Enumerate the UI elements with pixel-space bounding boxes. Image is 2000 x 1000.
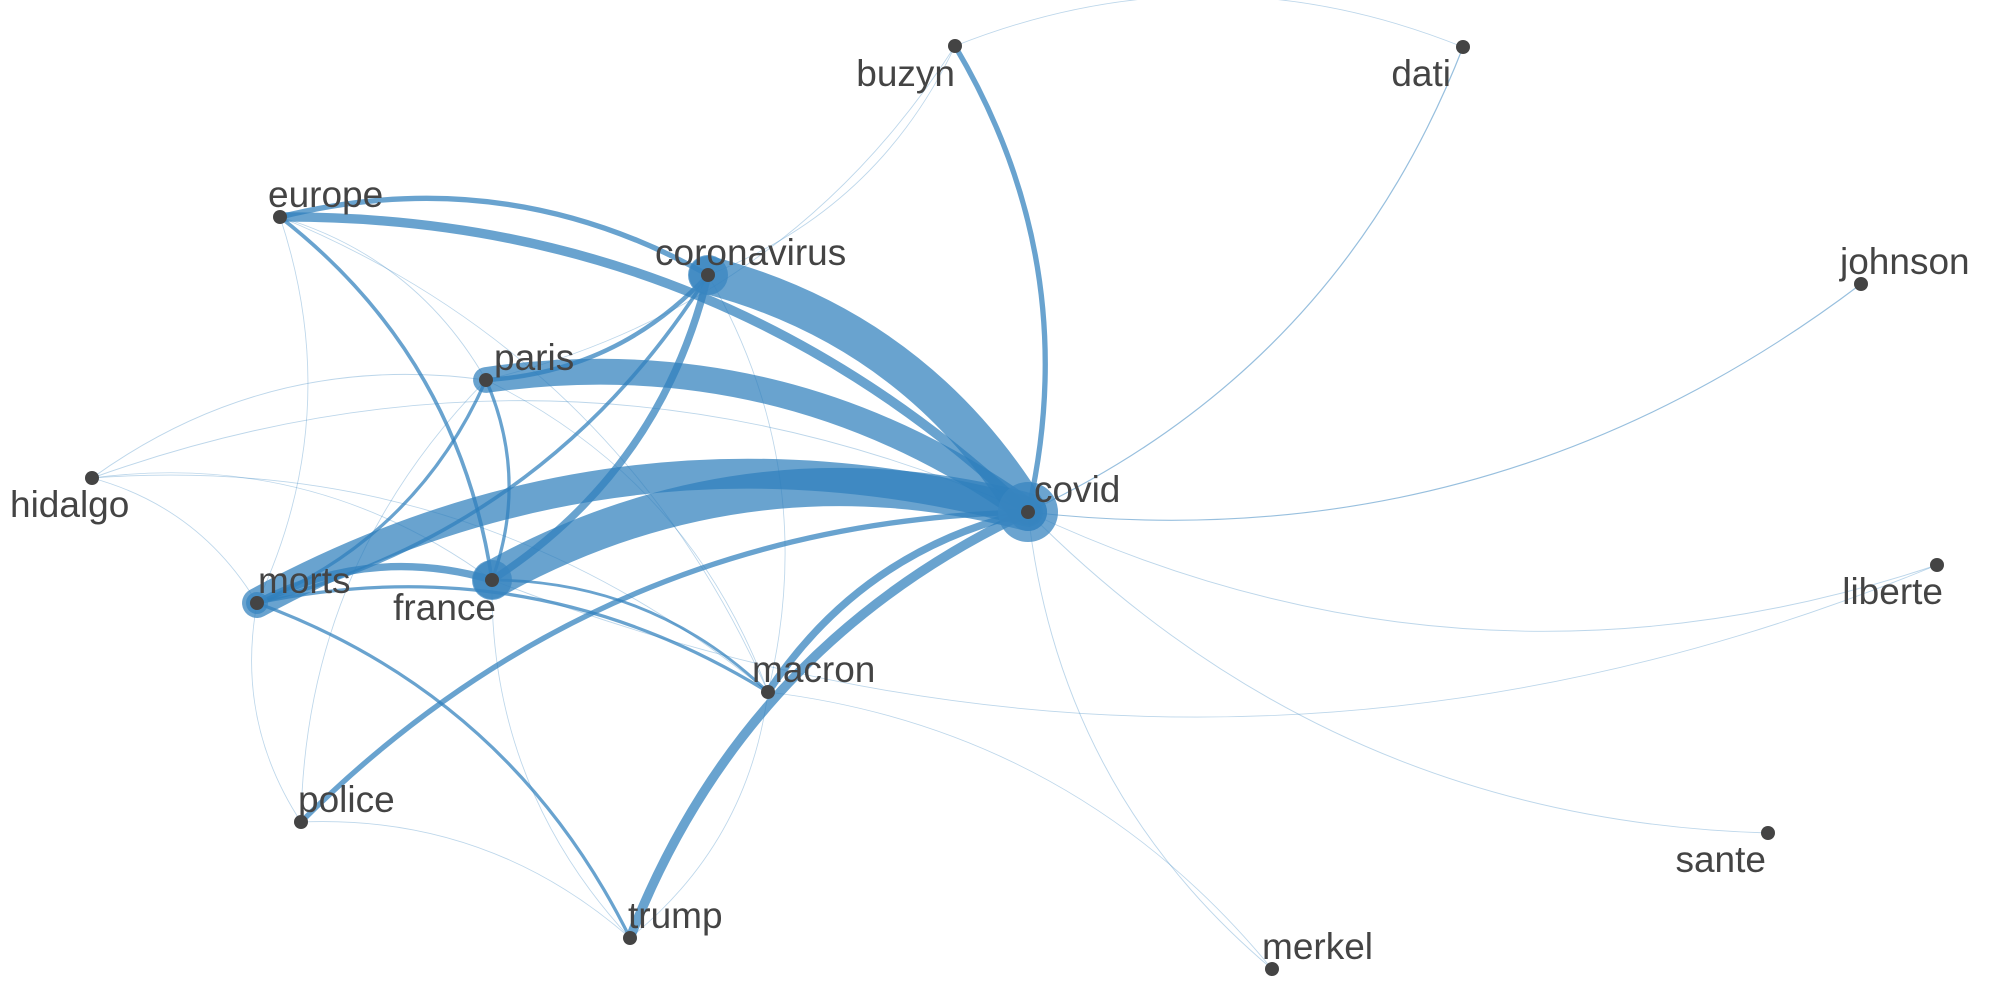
node-police[interactable]: [294, 815, 308, 829]
edge-police-paris: [300, 379, 487, 823]
node-liberte[interactable]: [1930, 558, 1944, 572]
edge-europe-france: [278, 215, 494, 582]
node-label-police: police: [298, 779, 395, 820]
node-label-covid: covid: [1034, 469, 1120, 510]
edge-hidalgo-macron: [91, 474, 769, 693]
node-label-paris: paris: [494, 337, 574, 378]
node-label-liberte: liberte: [1842, 571, 1943, 612]
node-label-sante: sante: [1675, 839, 1766, 880]
edge-police-morts: [251, 602, 302, 823]
edge-buzyn-dati: [954, 0, 1464, 48]
node-europe[interactable]: [273, 210, 287, 224]
edge-buzyn-covid: [952, 43, 1048, 515]
edge-buzyn-coronavirus: [707, 45, 956, 276]
edge-buzyn-paris: [485, 45, 956, 381]
node-label-morts: morts: [258, 560, 351, 601]
edge-police-trump: [300, 821, 631, 939]
edge-europe-morts: [256, 216, 309, 604]
edge-macron-trump: [629, 691, 769, 939]
node-label-dati: dati: [1391, 53, 1451, 94]
node-sante[interactable]: [1761, 826, 1775, 840]
node-covid[interactable]: [1021, 505, 1035, 519]
node-dati[interactable]: [1456, 40, 1470, 54]
edges-layer: [91, 0, 1938, 970]
edge-coronavirus-paris: [483, 272, 711, 383]
edge-hidalgo-morts: [91, 477, 258, 604]
node-johnson[interactable]: [1854, 277, 1868, 291]
node-label-hidalgo: hidalgo: [10, 484, 129, 525]
edge-dati-covid: [1027, 46, 1464, 513]
edge-macron-merkel: [767, 691, 1273, 970]
edge-paris-morts: [255, 378, 488, 605]
node-macron[interactable]: [761, 685, 775, 699]
edge-liberte-covid: [1027, 511, 1938, 632]
edge-morts-macron: [255, 585, 770, 694]
node-label-johnson: johnson: [1839, 241, 1970, 282]
node-trump[interactable]: [623, 931, 637, 945]
edge-france-macron: [490, 578, 770, 694]
edge-morts-trump: [255, 601, 632, 940]
edge-europe-coronavirus: [277, 195, 711, 278]
node-hidalgo[interactable]: [85, 471, 99, 485]
node-merkel[interactable]: [1265, 962, 1279, 976]
edge-paris-covid: [473, 358, 1041, 525]
edge-coronavirus-morts: [255, 273, 710, 605]
edge-hidalgo-paris: [91, 373, 487, 479]
edge-hidalgo-covid: [91, 400, 1029, 513]
node-label-france: france: [393, 587, 496, 628]
edge-europe-macron: [279, 216, 769, 693]
node-france[interactable]: [485, 573, 499, 587]
node-label-merkel: merkel: [1262, 926, 1373, 967]
edge-merkel-covid: [1027, 511, 1273, 970]
edge-paris-france: [484, 378, 511, 582]
edge-europe-paris: [279, 216, 487, 381]
edge-johnson-covid: [1027, 283, 1862, 521]
node-paris[interactable]: [479, 373, 493, 387]
edge-hidalgo-france: [91, 472, 493, 581]
edge-coronavirus-macron: [707, 274, 786, 693]
edge-coronavirus-covid: [688, 255, 1048, 532]
edge-liberte-france: [491, 564, 1938, 718]
node-label-buzyn: buzyn: [856, 53, 955, 94]
node-label-coronavirus: coronavirus: [655, 232, 846, 273]
node-label-macron: macron: [752, 649, 875, 690]
edge-paris-macron: [485, 379, 769, 693]
node-label-europe: europe: [268, 174, 383, 215]
edge-trump-france: [491, 579, 631, 939]
edge-coronavirus-france: [488, 271, 712, 584]
edge-macron-covid: [764, 508, 1032, 696]
node-morts[interactable]: [250, 596, 264, 610]
edge-trump-covid: [625, 507, 1033, 943]
edge-police-covid: [298, 509, 1031, 825]
nodes-layer: [85, 39, 1944, 976]
edge-europe-covid: [275, 212, 1033, 517]
node-coronavirus[interactable]: [701, 268, 715, 282]
edge-morts-covid: [242, 458, 1043, 618]
node-label-trump: trump: [628, 895, 723, 936]
node-buzyn[interactable]: [948, 39, 962, 53]
labels-layer: covid coronavirus france morts paris europe bu…: [10, 53, 1970, 967]
edge-sante-covid: [1027, 511, 1769, 834]
